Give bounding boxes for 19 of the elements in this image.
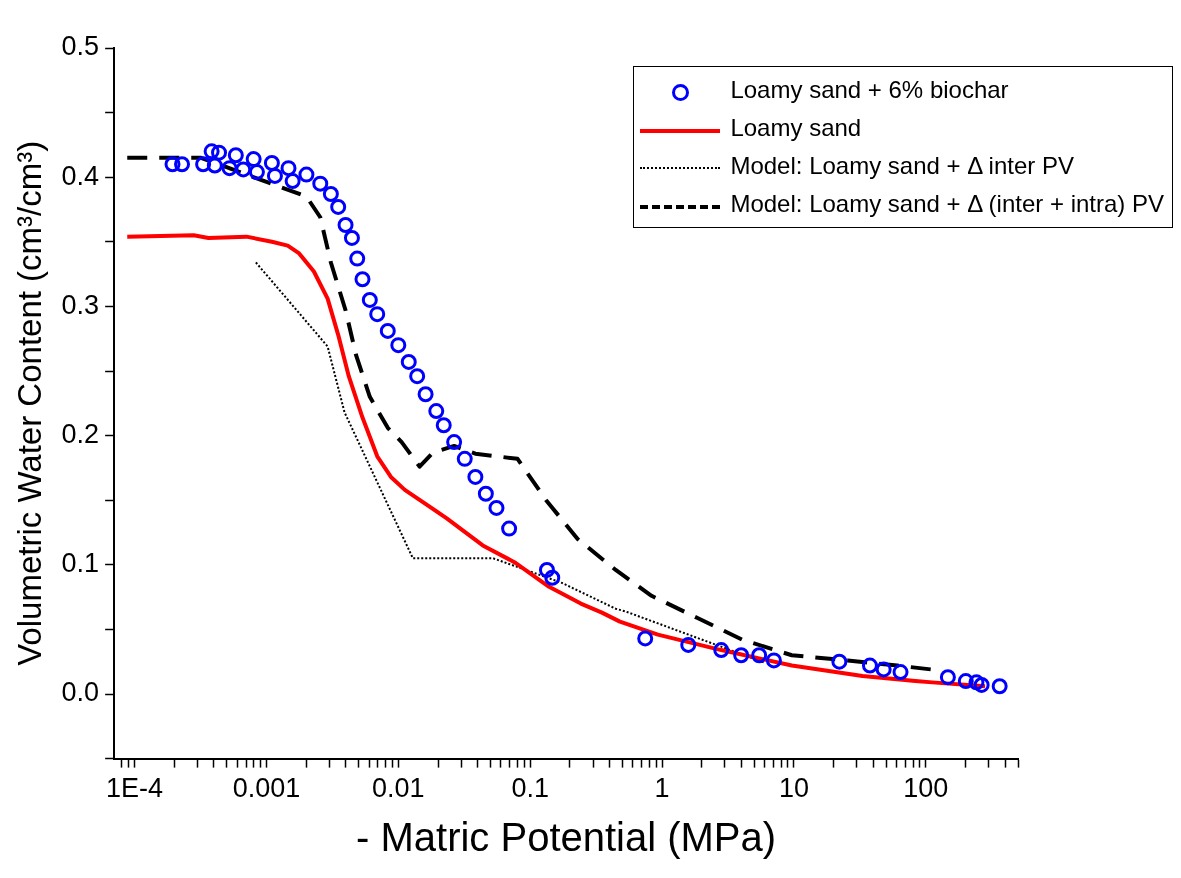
legend-label: Model: Loamy sand + Δ inter PV — [730, 152, 1074, 179]
x-axis-title: - Matric Potential (MPa) — [356, 815, 777, 860]
y-tick-label: 0.2 — [61, 419, 100, 450]
legend-label: Model: Loamy sand + Δ (inter + intra) PV — [730, 190, 1164, 217]
y-tick-label: 0.5 — [61, 31, 100, 62]
x-tick-label: 0.001 — [232, 773, 301, 804]
y-tick-label: 0.3 — [61, 289, 100, 320]
legend-label: Loamy sand + 6% biochar — [730, 76, 1009, 103]
x-tick-label: 10 — [778, 773, 809, 804]
y-axis-title: Volumetric Water Content (cm³/cm³) — [10, 140, 48, 666]
x-tick-label: 0.1 — [511, 773, 549, 804]
x-tick-label: 1 — [654, 773, 670, 804]
x-tick-label: 1E-4 — [106, 773, 164, 804]
y-tick-label: 0.0 — [61, 677, 100, 708]
x-tick-label: 100 — [903, 773, 949, 804]
y-tick-label: 0.1 — [61, 548, 100, 579]
legend-label: Loamy sand — [730, 114, 862, 141]
y-tick-label: 0.4 — [61, 160, 100, 191]
x-tick-label: 0.01 — [372, 773, 425, 804]
